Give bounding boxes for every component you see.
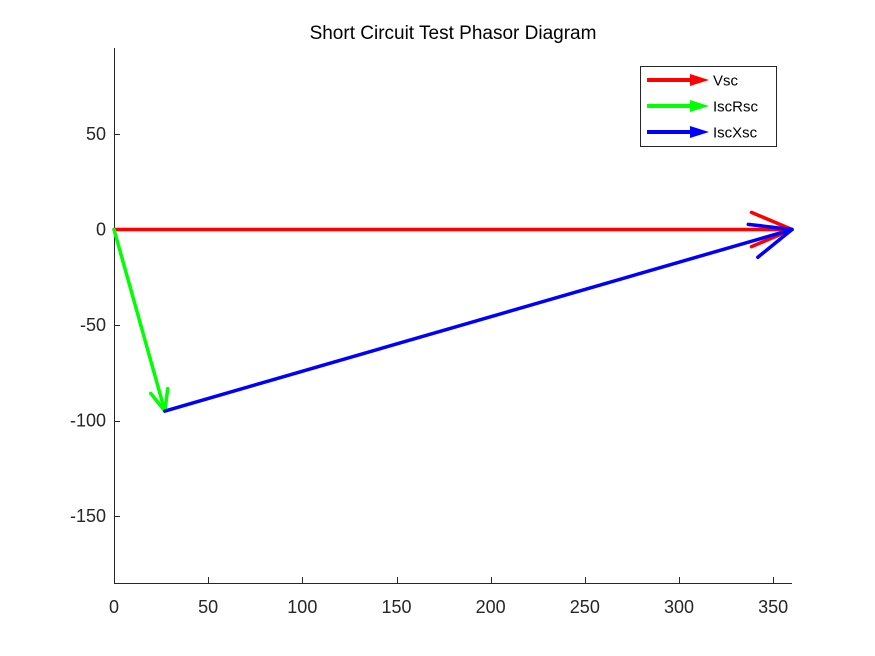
legend-items: Vsc IscRsc IscXsc: [647, 73, 759, 142]
x-tick-label: 150: [381, 597, 411, 617]
legend-iscrsc-label: IscRsc: [713, 99, 759, 116]
x-tick-label: 350: [758, 597, 788, 617]
plot-area: 0 50 100 150 200 250 300 350 50 0 -50 -100 -150: [70, 48, 794, 617]
chart-title: Short Circuit Test Phasor Diagram: [310, 23, 597, 44]
y-tick-label: 50: [86, 124, 106, 144]
y-tick-label: 0: [96, 220, 106, 240]
legend-iscrsc-arrowhead: [690, 100, 709, 112]
x-tick-label: 200: [476, 597, 506, 617]
phasor-iscxsc-line: [163, 227, 794, 413]
x-tick-label: 50: [198, 597, 218, 617]
x-tick-label: 300: [664, 597, 694, 617]
legend-vsc-label: Vsc: [713, 73, 739, 90]
x-tick-label: 250: [570, 597, 600, 617]
legend-iscxsc-arrowhead: [690, 126, 709, 138]
x-ticks: 0 50 100 150 200 250 300 350: [109, 577, 788, 617]
phasor-iscxsc-arrowhead: [746, 222, 794, 259]
y-tick-label: -50: [80, 315, 106, 335]
y-tick-label: -100: [70, 411, 106, 431]
legend: Vsc IscRsc IscXsc: [640, 66, 777, 147]
y-tick-label: -150: [70, 506, 106, 526]
phasor-iscrsc-line: [112, 227, 167, 413]
x-tick-label: 100: [287, 597, 317, 617]
y-ticks: 50 0 -50 -100 -150: [70, 124, 120, 526]
x-tick-label: 0: [109, 597, 119, 617]
legend-iscxsc-label: IscXsc: [713, 125, 758, 142]
series-layer: [112, 210, 794, 413]
legend-vsc-arrowhead: [690, 74, 709, 86]
